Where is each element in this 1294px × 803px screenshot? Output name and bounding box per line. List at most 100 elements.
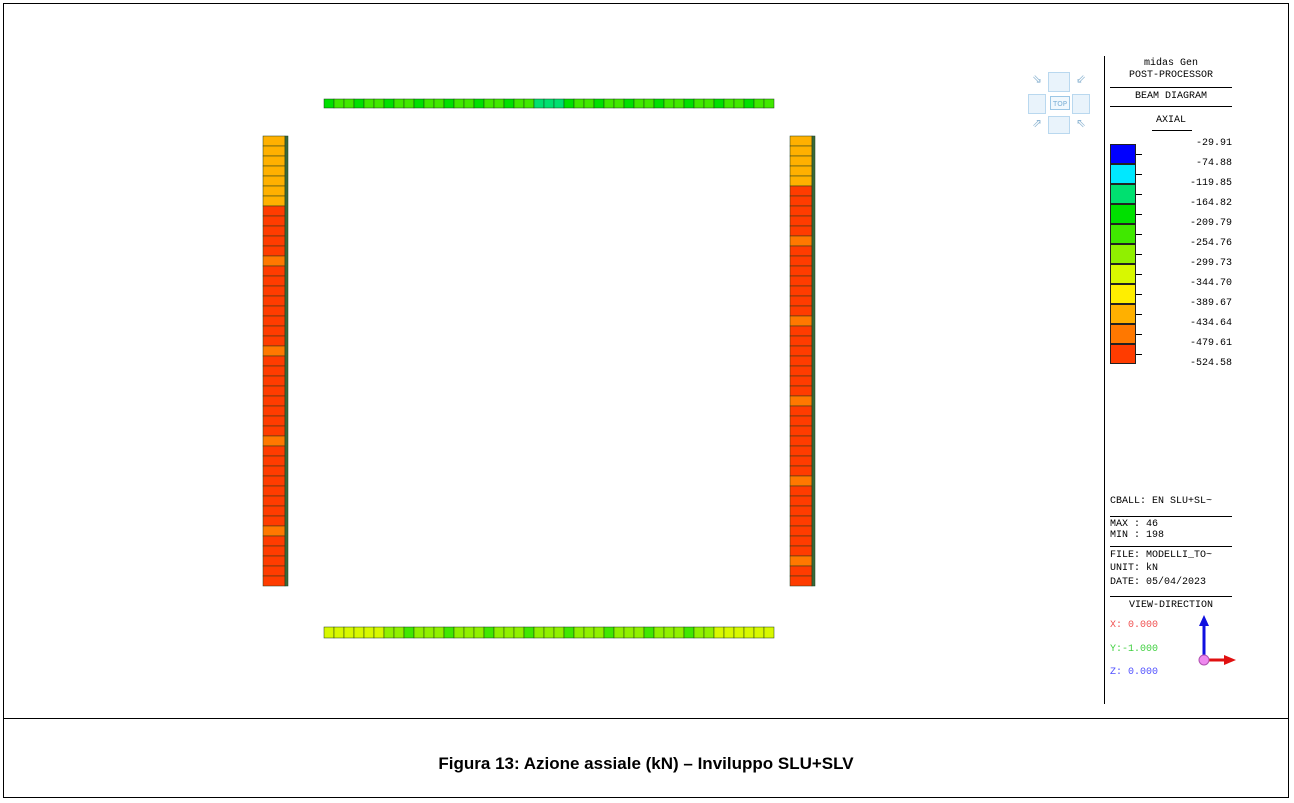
left-column-segment bbox=[262, 245, 286, 257]
right-column-segment bbox=[789, 475, 813, 487]
bottom-beam-segment bbox=[693, 626, 705, 639]
right-column-segment bbox=[789, 195, 813, 207]
bottom-beam-segment bbox=[653, 626, 665, 639]
bottom-beam-segment bbox=[733, 626, 745, 639]
left-column-segment bbox=[262, 175, 286, 187]
right-column-segment bbox=[789, 215, 813, 227]
color-scale-tick bbox=[1136, 194, 1142, 195]
right-column-segment bbox=[789, 485, 813, 497]
color-scale-value: -74.88 bbox=[1195, 158, 1232, 169]
view-back-right-arrow-icon[interactable]: ⇖ bbox=[1075, 116, 1087, 130]
top-beam-segment bbox=[743, 98, 755, 109]
top-beam-segment bbox=[753, 98, 765, 109]
left-column-segment bbox=[262, 365, 286, 377]
bottom-beam-segment bbox=[613, 626, 625, 639]
unit-label: UNIT: kN bbox=[1110, 563, 1159, 574]
left-column-segment bbox=[262, 165, 286, 177]
legend-separator bbox=[1104, 56, 1105, 704]
right-column-segment bbox=[789, 325, 813, 337]
view-cube-front-face[interactable] bbox=[1048, 116, 1070, 134]
top-beam-segment bbox=[643, 98, 655, 109]
bottom-beam-segment bbox=[453, 626, 465, 639]
right-column-segment bbox=[789, 395, 813, 407]
right-column-segment bbox=[789, 305, 813, 317]
left-column-segment bbox=[262, 215, 286, 227]
left-column-segment bbox=[262, 445, 286, 457]
left-column-segment bbox=[262, 195, 286, 207]
color-scale-band bbox=[1110, 164, 1136, 184]
top-beam-segment bbox=[563, 98, 575, 109]
color-scale-value: -299.73 bbox=[1189, 258, 1232, 269]
left-column-segment bbox=[262, 425, 286, 437]
bottom-beam-segment bbox=[363, 626, 375, 639]
right-column-segment bbox=[789, 245, 813, 257]
top-beam-segment bbox=[623, 98, 635, 109]
right-column-segment bbox=[789, 355, 813, 367]
left-column-segment bbox=[262, 315, 286, 327]
color-scale-tick bbox=[1136, 154, 1142, 155]
color-scale-value: -119.85 bbox=[1189, 178, 1232, 189]
top-beam-segment bbox=[363, 98, 375, 109]
top-beam-segment bbox=[613, 98, 625, 109]
left-column-segment bbox=[262, 465, 286, 477]
left-column-edge bbox=[284, 135, 289, 587]
color-scale-value: -389.67 bbox=[1189, 298, 1232, 309]
bottom-beam-segment bbox=[343, 626, 355, 639]
view-cube-top-face[interactable]: TOP bbox=[1050, 96, 1070, 110]
bottom-beam-segment bbox=[743, 626, 755, 639]
right-column-segment bbox=[789, 185, 813, 197]
view-cube-left-face[interactable] bbox=[1028, 94, 1046, 114]
bottom-beam-segment bbox=[513, 626, 525, 639]
right-column-segment bbox=[789, 345, 813, 357]
right-column-segment bbox=[789, 205, 813, 217]
top-beam-segment bbox=[713, 98, 725, 109]
top-beam-segment bbox=[483, 98, 495, 109]
bottom-beam-segment bbox=[323, 626, 335, 639]
view-direction-z: Z: 0.000 bbox=[1110, 667, 1159, 678]
view-back-left-arrow-icon[interactable]: ⇗ bbox=[1031, 116, 1043, 130]
left-column-segment bbox=[262, 255, 286, 267]
right-column-segment bbox=[789, 385, 813, 397]
left-column-segment bbox=[262, 515, 286, 527]
left-column-segment bbox=[262, 145, 286, 157]
view-cube-back-face[interactable] bbox=[1048, 72, 1070, 92]
bottom-beam-segment bbox=[393, 626, 405, 639]
view-cube-right-face[interactable] bbox=[1072, 94, 1090, 114]
top-beam-segment bbox=[763, 98, 775, 109]
left-column-segment bbox=[262, 265, 286, 277]
legend-module: POST-PROCESSOR bbox=[1128, 70, 1213, 81]
legend-diagram-type: BEAM DIAGRAM bbox=[1134, 91, 1207, 102]
view-front-right-arrow-icon[interactable]: ⇙ bbox=[1075, 72, 1087, 86]
color-scale-band bbox=[1110, 264, 1136, 284]
axis-triad-icon bbox=[1198, 615, 1236, 666]
bottom-beam-segment bbox=[463, 626, 475, 639]
right-column-segment bbox=[789, 285, 813, 297]
right-column-segment bbox=[789, 515, 813, 527]
bottom-beam-segment bbox=[493, 626, 505, 639]
left-column-segment bbox=[262, 395, 286, 407]
color-scale-tick bbox=[1136, 294, 1142, 295]
right-column-segment bbox=[789, 545, 813, 557]
top-beam-segment bbox=[323, 98, 335, 109]
color-scale-value: -29.91 bbox=[1195, 138, 1232, 149]
right-column-segment bbox=[789, 255, 813, 267]
left-column-segment bbox=[262, 525, 286, 537]
right-column-segment bbox=[789, 295, 813, 307]
legend-rule bbox=[1110, 516, 1232, 517]
color-scale-band bbox=[1110, 184, 1136, 204]
view-cube-icon[interactable]: ⇘ ⇙ TOP ⇗ ⇖ bbox=[1028, 72, 1094, 134]
left-column-segment bbox=[262, 325, 286, 337]
left-column-segment bbox=[262, 565, 286, 577]
color-scale-band bbox=[1110, 324, 1136, 344]
top-beam-segment bbox=[443, 98, 455, 109]
top-beam-segment bbox=[693, 98, 705, 109]
left-column-segment bbox=[262, 455, 286, 467]
view-direction-y: Y:-1.000 bbox=[1110, 644, 1159, 655]
view-front-left-arrow-icon[interactable]: ⇘ bbox=[1031, 72, 1043, 86]
right-column-segment bbox=[789, 555, 813, 567]
top-beam-segment bbox=[543, 98, 555, 109]
left-column-segment bbox=[262, 555, 286, 567]
color-scale-band bbox=[1110, 284, 1136, 304]
color-scale-tick bbox=[1136, 314, 1142, 315]
